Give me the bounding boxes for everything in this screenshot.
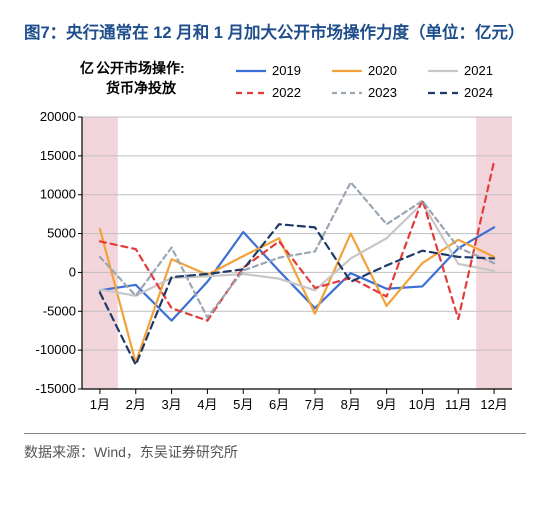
svg-text:2024: 2024: [464, 85, 493, 100]
svg-text:12月: 12月: [480, 397, 507, 412]
svg-text:-5000: -5000: [43, 304, 76, 319]
svg-text:4月: 4月: [197, 397, 217, 412]
svg-text:1月: 1月: [90, 397, 110, 412]
svg-text:亿: 亿: [80, 60, 94, 76]
svg-text:15000: 15000: [40, 148, 76, 163]
source-line: 数据来源：Wind，东吴证券研究所: [24, 433, 526, 462]
chart-title: 图7：央行通常在 12 月和 1 月加大公开市场操作力度（单位：亿元）: [24, 18, 526, 49]
chart-area: -15000 -10000 -5000 0 5000 10000 15000 20000 1月 2…: [26, 59, 526, 419]
svg-text:5月: 5月: [233, 397, 253, 412]
svg-text:10月: 10月: [409, 397, 436, 412]
svg-text:货币净投放: 货币净投放: [105, 80, 177, 96]
svg-text:公开市场操作:: 公开市场操作:: [96, 60, 185, 76]
svg-text:20000: 20000: [40, 109, 76, 124]
svg-text:2021: 2021: [464, 63, 493, 78]
svg-text:-10000: -10000: [36, 342, 76, 357]
svg-text:10000: 10000: [40, 187, 76, 202]
svg-text:2022: 2022: [272, 85, 301, 100]
svg-text:2019: 2019: [272, 63, 301, 78]
svg-text:3月: 3月: [161, 397, 181, 412]
svg-text:2023: 2023: [368, 85, 397, 100]
svg-text:-15000: -15000: [36, 381, 76, 396]
svg-text:2月: 2月: [126, 397, 146, 412]
svg-text:6月: 6月: [269, 397, 289, 412]
svg-text:5000: 5000: [47, 226, 76, 241]
svg-text:0: 0: [69, 265, 76, 280]
svg-text:9月: 9月: [376, 397, 396, 412]
svg-text:7月: 7月: [305, 397, 325, 412]
svg-text:2020: 2020: [368, 63, 397, 78]
svg-text:11月: 11月: [445, 397, 472, 412]
svg-text:8月: 8月: [341, 397, 361, 412]
line-chart: -15000 -10000 -5000 0 5000 10000 15000 20000 1月 2…: [26, 59, 526, 419]
